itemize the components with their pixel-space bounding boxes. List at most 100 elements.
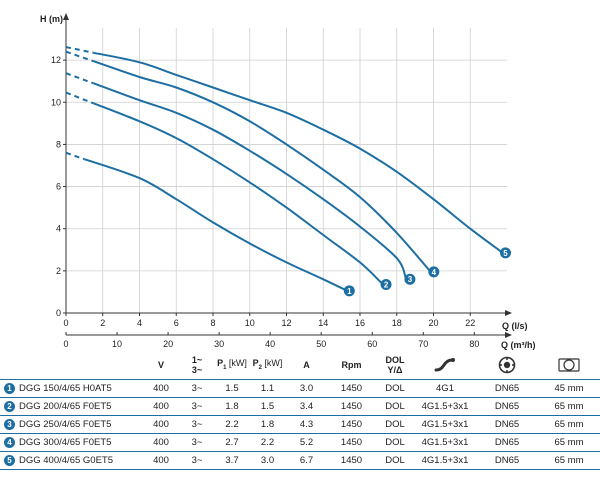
cell-phase: 3~ xyxy=(179,415,215,434)
cell-passage: 65 mm xyxy=(538,397,600,416)
curve-4-marker xyxy=(428,266,440,278)
secondary-x-tick-label: 0 xyxy=(63,339,68,349)
secondary-x-tick-label: 80 xyxy=(469,339,479,349)
curve-2-marker xyxy=(380,279,392,290)
y-tick-label: 4 xyxy=(56,224,61,234)
row-number-badge: 4 xyxy=(4,436,15,448)
header-phase-bottom: 3~ xyxy=(191,365,203,375)
secondary-x-tick-label: 10 xyxy=(112,339,122,349)
model-cell: 4 DGG 300/4/65 F0ET5 xyxy=(0,433,143,452)
model-name: DGG 200/4/65 F0ET5 xyxy=(19,401,112,412)
header-p2: P2 [kW] xyxy=(249,351,286,380)
cell-a: 3.0 xyxy=(286,379,327,398)
curve-3 xyxy=(93,82,407,279)
table-row: 4 DGG 300/4/65 F0ET5 400 3~ 2.7 2.2 5.2 1450 DOL… xyxy=(0,433,600,452)
x-tick-label: 14 xyxy=(318,318,328,328)
secondary-x-axis-label: Q (m³/h) xyxy=(501,340,536,350)
header-phase-top: 1~ xyxy=(191,355,203,365)
x-axis-label: Q (l/s) xyxy=(502,321,528,331)
cell-passage: 65 mm xyxy=(538,433,600,452)
curve-2-dashed-segment xyxy=(65,91,94,105)
row-number-badge: 3 xyxy=(4,418,15,430)
curve-1-label: 1 xyxy=(347,287,352,296)
y-tick-label: 6 xyxy=(56,182,61,192)
cell-start: DOL xyxy=(376,451,414,470)
cell-v: 400 xyxy=(143,415,179,434)
model-name: DGG 250/4/65 F0ET5 xyxy=(19,419,112,430)
cell-p1: 1.8 xyxy=(215,397,249,416)
curve-5-marker xyxy=(499,247,511,259)
curve-4 xyxy=(93,60,431,272)
curves: 1 2 3 4 5 xyxy=(65,46,511,297)
pump-spec-table: V 1~ 3~ P1 [kW] P2 [kW] A Rpm DOL Y/Δ xyxy=(0,351,600,470)
secondary-x-tick-label: 20 xyxy=(163,339,173,349)
cell-p2: 3.0 xyxy=(249,451,286,470)
cell-rpm: 1450 xyxy=(327,397,376,416)
table-row: 1 DGG 150/4/65 H0AT5 400 3~ 1.5 1.1 3.0 1450 DOL… xyxy=(0,379,600,398)
cell-phase: 3~ xyxy=(179,379,215,398)
secondary-x-tick-label: 70 xyxy=(418,339,428,349)
row-number-badge: 5 xyxy=(4,454,15,466)
model-cell: 3 DGG 250/4/65 F0ET5 xyxy=(0,415,143,434)
cell-cable: 4G1.5+3x1 xyxy=(414,415,476,434)
curve-5 xyxy=(93,51,503,253)
grid xyxy=(66,28,507,313)
cell-a: 5.2 xyxy=(286,433,327,452)
cell-v: 400 xyxy=(143,379,179,398)
model-name: DGG 300/4/65 F0ET5 xyxy=(19,437,112,448)
curve-4-label: 4 xyxy=(432,268,437,277)
curve-1-dashed-segment xyxy=(65,151,85,161)
header-p1: P1 [kW] xyxy=(215,351,249,380)
cell-rpm: 1450 xyxy=(327,433,376,452)
cell-start: DOL xyxy=(376,397,414,416)
secondary-x-tick-label: 30 xyxy=(214,339,224,349)
cell-phase: 3~ xyxy=(179,397,215,416)
cell-flange: DN65 xyxy=(476,379,538,398)
x-tick-label: 4 xyxy=(137,318,142,328)
header-start: DOL Y/Δ xyxy=(376,351,414,380)
row-number-badge: 2 xyxy=(4,400,15,412)
cell-p1: 2.2 xyxy=(215,415,249,434)
table-row: 3 DGG 250/4/65 F0ET5 400 3~ 2.2 1.8 4.3 1450 DOL… xyxy=(0,415,600,434)
cell-start: DOL xyxy=(376,379,414,398)
cell-start: DOL xyxy=(376,415,414,434)
secondary-x-tick-label: 40 xyxy=(265,339,275,349)
model-cell: 1 DGG 150/4/65 H0AT5 xyxy=(0,379,143,398)
cell-phase: 3~ xyxy=(179,433,215,452)
cell-a: 3.4 xyxy=(286,397,327,416)
secondary-x-tick-label: 50 xyxy=(316,339,326,349)
model-cell: 2 DGG 200/4/65 F0ET5 xyxy=(0,397,143,416)
cell-v: 400 xyxy=(143,451,179,470)
x-tick-label: 16 xyxy=(355,318,365,328)
cell-a: 6.7 xyxy=(286,451,327,470)
cell-p1: 2.7 xyxy=(215,433,249,452)
x-tick-label: 10 xyxy=(245,318,255,328)
cell-passage: 65 mm xyxy=(538,451,600,470)
x-tick-label: 20 xyxy=(428,318,438,328)
secondary-x-axis-arrow xyxy=(505,332,512,338)
cable-icon xyxy=(414,351,476,380)
curve-5-dashed-segment xyxy=(65,46,94,54)
y-tick-label: 8 xyxy=(56,139,61,149)
cell-p2: 1.1 xyxy=(249,379,286,398)
row-number-badge: 1 xyxy=(4,382,15,394)
model-cell: 5 DGG 400/4/65 G0ET5 xyxy=(0,451,143,470)
curve-3-dashed-segment xyxy=(65,72,94,85)
y-axis-label: H (m) xyxy=(40,14,63,24)
y-tick-label: 10 xyxy=(51,97,61,107)
cell-start: DOL xyxy=(376,433,414,452)
model-name: DGG 400/4/65 G0ET5 xyxy=(19,455,113,466)
axes: H (m) Q (l/s) Q (m³/h) xyxy=(40,13,536,350)
curve-1-marker xyxy=(343,285,355,297)
cell-p1: 1.5 xyxy=(215,379,249,398)
cell-rpm: 1450 xyxy=(327,451,376,470)
cell-p2: 1.8 xyxy=(249,415,286,434)
flange-icon xyxy=(476,351,538,380)
cell-phase: 3~ xyxy=(179,451,215,470)
y-tick-label: 2 xyxy=(56,266,61,276)
cell-cable: 4G1.5+3x1 xyxy=(414,397,476,416)
cell-p2: 1.5 xyxy=(249,397,286,416)
curve-2 xyxy=(93,102,383,285)
x-axis-arrow xyxy=(505,310,512,316)
